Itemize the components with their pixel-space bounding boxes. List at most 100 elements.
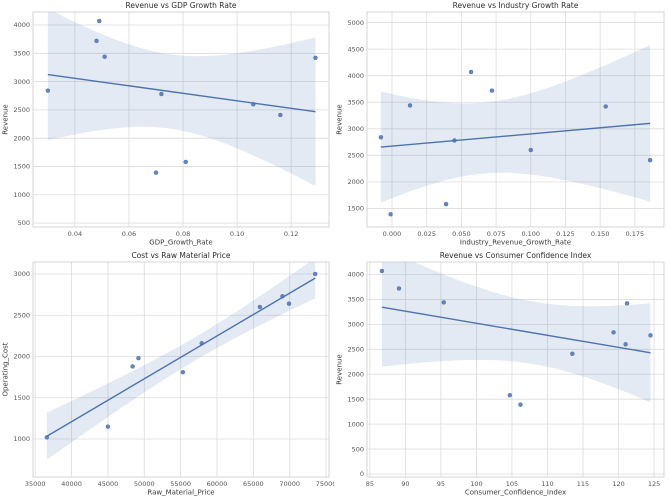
x-tick-label: 85 [366, 480, 374, 488]
data-point [257, 304, 263, 310]
data-point [647, 157, 653, 163]
y-axis-label: Revenue [336, 354, 344, 385]
data-point [159, 91, 164, 97]
data-point [251, 101, 256, 107]
y-tick-label: 4000 [347, 271, 364, 279]
y-tick-label: 3500 [347, 296, 364, 304]
x-tick-label: 0.000 [383, 230, 402, 238]
regression-line [47, 73, 316, 113]
data-point [379, 268, 385, 274]
scatter-plot-revenue-vs-industry-growth-rate: 0.000 0.025 0.050 0.075 0.100 0.125 0.150 0.175… [336, 1, 665, 247]
x-axis-label: GDP_Growth_Rate [149, 239, 212, 247]
y-tick-label: 1500 [13, 394, 30, 402]
x-tick-label: 100 [470, 480, 482, 488]
y-tick-label: 2500 [347, 152, 364, 160]
plot-area [33, 12, 329, 227]
x-tick-label: 0.125 [556, 230, 575, 238]
data-point [183, 159, 188, 165]
y-tick-label: 1000 [13, 435, 30, 443]
y-tick-label: 4000 [347, 72, 364, 80]
data-point [570, 351, 575, 357]
y-tick-label: 2000 [13, 134, 30, 142]
data-point [468, 69, 474, 75]
x-tick-label: 65000 [243, 480, 264, 488]
confidence-band [380, 45, 651, 203]
subplot-revenue-vs-gdp-growth-rate: 0.04 0.06 0.08 0.10 0.12 500 1000 1500 2000 2500 3… [0, 0, 334, 250]
data-point [286, 301, 292, 306]
y-tick-label: 2000 [13, 353, 30, 361]
y-tick-label: 3000 [347, 125, 364, 133]
data-point [199, 341, 204, 346]
data-point [611, 330, 616, 335]
x-tick-label: 110 [541, 480, 553, 488]
y-tick-label: 5000 [347, 19, 364, 27]
axes-frame [32, 261, 330, 478]
x-tick-label: 0.175 [626, 230, 645, 238]
data-point [44, 435, 50, 440]
data-point [102, 54, 107, 59]
y-tick-label: 1500 [347, 205, 364, 213]
x-tick-label: 115 [577, 480, 589, 488]
y-tick-label: 0 [360, 470, 364, 478]
y-axis-label: Operating_Cost [2, 342, 10, 396]
x-tick-label: 125 [648, 480, 660, 488]
data-point [623, 342, 628, 347]
chart-title: Cost vs Raw Material Price [131, 251, 230, 260]
y-tick-label: 2500 [13, 106, 30, 114]
data-point [452, 138, 457, 143]
subplot-revenue-vs-consumer-confidence-index: 85 90 95 100 105 110 115 120 125 0 500 1000 1500 2000… [334, 250, 669, 500]
y-tick-label: 4000 [13, 21, 30, 29]
data-point [528, 147, 534, 153]
data-point [388, 212, 393, 217]
x-tick-label: 0.025 [417, 230, 436, 238]
y-tick-label: 500 [352, 445, 364, 453]
x-axis-label: Raw_Material_Price [147, 489, 214, 497]
data-point [648, 333, 653, 338]
axes-frame [366, 11, 665, 228]
confidence-band [47, 12, 316, 187]
data-point [96, 18, 102, 24]
x-tick-label: 35000 [25, 480, 46, 488]
x-axis-label: Industry_Revenue_Growth_Rate [460, 239, 571, 247]
regression-line [46, 277, 316, 437]
data-point [624, 301, 630, 306]
data-point [94, 38, 99, 44]
y-tick-label: 2500 [347, 345, 364, 353]
x-tick-label: 0.075 [487, 230, 506, 238]
regression-line [381, 306, 651, 354]
plot-area [367, 262, 664, 477]
plot-area [367, 12, 664, 227]
axes-frame [366, 261, 665, 478]
y-tick-label: 3000 [347, 321, 364, 329]
x-tick-label: 90 [401, 480, 409, 488]
chart-title: Revenue vs Industry Growth Rate [453, 1, 579, 10]
data-point [153, 170, 159, 175]
axes-frame [32, 11, 330, 228]
y-tick-label: 3500 [13, 50, 30, 58]
x-tick-label: 55000 [170, 480, 191, 488]
x-tick-label: 0.12 [284, 230, 298, 238]
scatter-plot-revenue-vs-consumer-confidence-index: 85 90 95 100 105 110 115 120 125 0 500 1000 1500 2000… [336, 251, 665, 497]
subplot-cost-vs-raw-material-price: 35000 40000 45000 50000 55000 60000 65000 70000… [0, 250, 335, 500]
y-tick-label: 1000 [13, 191, 30, 199]
y-tick-label: 2500 [13, 311, 30, 319]
data-point [130, 364, 135, 369]
x-tick-label: 95 [437, 480, 445, 488]
x-tick-label: 105 [506, 480, 518, 488]
confidence-band [381, 262, 651, 403]
data-point [396, 286, 402, 291]
confidence-band [46, 262, 316, 460]
y-tick-label: 500 [18, 219, 30, 227]
data-point [136, 355, 141, 361]
y-tick-label: 1500 [13, 163, 30, 171]
subplot-revenue-vs-industry-growth-rate: 0.000 0.025 0.050 0.075 0.100 0.125 0.150 0.175… [334, 0, 669, 250]
x-tick-label: 120 [612, 480, 624, 488]
x-tick-label: 0.050 [452, 230, 471, 238]
y-tick-label: 2000 [347, 178, 364, 186]
y-tick-label: 4500 [347, 45, 364, 53]
data-point [45, 88, 51, 93]
y-tick-label: 2000 [347, 370, 364, 378]
regression-line [380, 122, 651, 148]
x-tick-label: 0.08 [176, 230, 190, 238]
